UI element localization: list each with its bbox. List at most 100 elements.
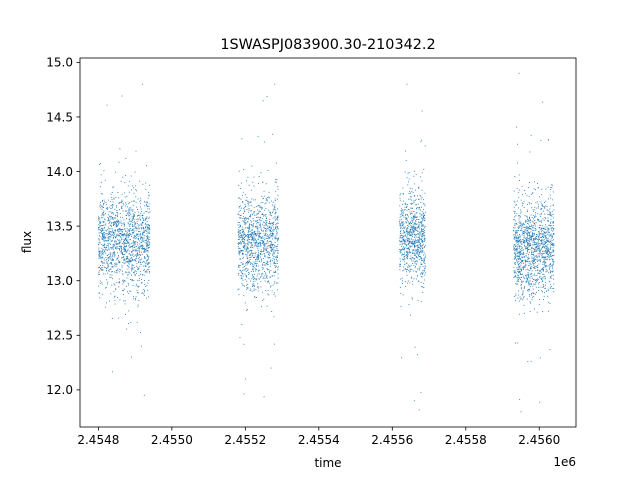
data-point [543,273,545,275]
data-point [101,260,103,262]
data-point [553,243,555,245]
data-point [122,234,123,236]
data-point [549,208,551,210]
data-point [263,225,265,227]
data-point [412,225,414,227]
data-point [407,253,409,255]
data-point [537,241,539,243]
data-point [118,241,120,243]
data-point [513,238,515,240]
data-point [409,257,411,259]
data-point [134,275,136,277]
data-point [141,282,143,284]
data-point [147,241,149,243]
data-point [99,254,101,256]
data-point [525,261,527,262]
data-point [242,241,244,242]
data-point [237,224,239,226]
data-point [526,215,528,217]
data-point [266,218,268,220]
data-point [522,239,524,241]
data-point [420,202,422,204]
data-point [265,251,267,253]
data-point [123,259,124,261]
data-point [100,186,102,188]
data-point [549,211,551,213]
data-point [249,224,250,226]
data-point [534,247,536,249]
data-point [535,270,537,272]
data-point [140,273,142,275]
data-point [148,203,150,205]
data-point [538,256,540,258]
data-point [239,217,241,219]
data-point [517,258,519,259]
data-point [545,200,547,202]
data-point [126,277,128,279]
data-point [516,248,517,249]
data-point [264,242,266,244]
data-point [146,256,148,258]
data-point [137,223,139,225]
data-point [242,266,244,268]
data-point [125,272,127,274]
data-point [242,258,244,260]
data-point [538,255,540,257]
data-point [124,250,126,252]
data-point [109,231,111,233]
data-point [258,222,260,224]
data-point [126,240,128,242]
data-point [276,245,278,247]
data-point [402,235,404,237]
data-point [267,261,269,263]
data-point [123,246,124,248]
scatter-points [97,72,555,413]
data-point [533,248,535,249]
data-point [515,245,516,247]
data-point [259,243,261,245]
data-point [527,251,528,253]
data-point [248,274,250,275]
data-point [276,217,278,219]
x-axis: 2.4548 2.4550 2.4552 2.4554 2.4556 2.4558 2.45… [77,427,560,447]
data-point [117,225,119,227]
data-point [125,230,127,232]
data-point [118,281,120,283]
data-point [120,236,122,238]
data-point [513,246,515,248]
data-point [245,217,247,219]
data-point [117,243,118,245]
data-point [253,206,255,208]
data-point [254,226,256,228]
data-point [252,224,254,226]
data-point [418,198,420,200]
data-point [137,218,139,220]
data-point [270,222,272,224]
data-point [117,230,119,232]
data-point [414,346,416,348]
data-point [271,200,272,202]
data-point [129,219,130,221]
data-point [531,298,533,300]
data-point [244,285,245,287]
data-point [134,249,136,251]
data-point [264,244,266,246]
data-point [119,229,121,231]
data-point [248,255,250,256]
data-point [400,193,402,195]
data-point [411,207,413,209]
data-point [134,241,136,243]
data-point [253,176,255,178]
data-point [531,251,533,253]
data-point [532,209,534,211]
data-point [132,268,134,270]
data-point [545,281,546,283]
data-point [519,271,521,272]
data-point [400,224,402,226]
data-point [115,240,117,242]
data-point [145,286,147,288]
data-point [130,279,131,280]
data-point [543,206,545,208]
data-point [418,186,420,188]
data-point [536,278,538,280]
